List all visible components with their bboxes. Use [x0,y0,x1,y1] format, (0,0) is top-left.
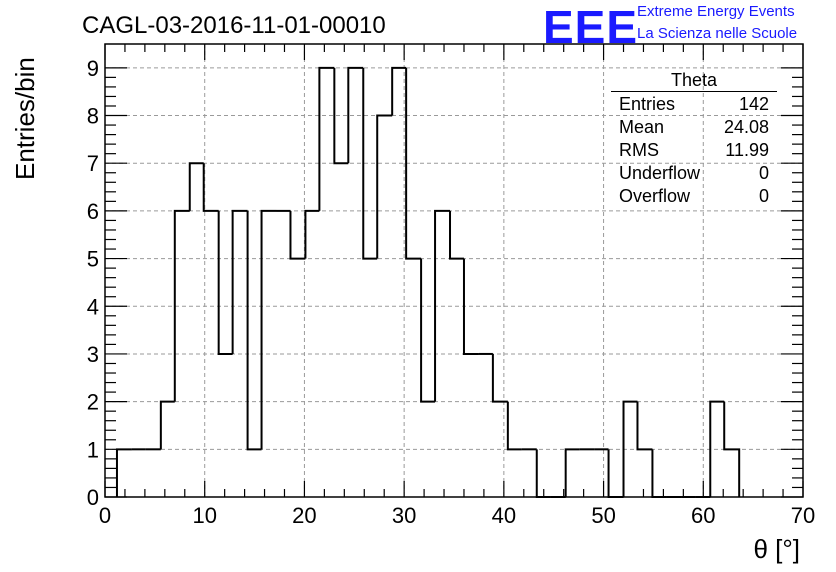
histogram-bin [260,209,277,450]
histogram-series [115,66,741,498]
stats-value: 0 [758,186,769,206]
histogram-bin [304,209,320,259]
histogram-bin [347,66,364,164]
grid-lines [105,44,803,497]
histogram-bin [202,163,219,212]
histogram-bin [636,401,653,451]
stats-label: Mean [619,117,665,137]
histogram-bin [231,209,248,354]
x-tick-label: 40 [492,503,516,528]
histogram-bin [607,449,624,498]
histogram-bin [159,400,175,450]
tick-labels: 0 10 20 30 40 50 60 70 0 1 2 3 4 5 6 7 8 9 [87,56,815,528]
plot-frame [104,43,804,498]
histogram-bin [723,401,741,497]
run-title: CAGL-03-2016-11-01-00010 [82,12,386,39]
y-tick-label: 7 [87,151,99,176]
histogram-bin [333,67,349,165]
histogram-bin [491,353,508,403]
histogram-bin [376,114,393,259]
histogram-bin [173,209,190,402]
histogram-bin [564,448,580,497]
stats-row-rms: RMS 11.99 [611,139,777,162]
stats-label: Underflow [619,163,701,183]
x-axis-label: θ [°] [753,534,800,564]
histogram-bin [622,400,638,497]
histogram-bin [217,210,233,355]
x-tick-label: 60 [691,503,715,528]
histogram-bin [188,162,204,211]
histogram-bin [391,66,407,116]
stats-row-entries: Entries 142 [611,93,777,116]
eee-logo-mark: EEE [543,1,639,53]
y-tick-label: 2 [87,390,99,415]
histogram-bin [709,400,725,497]
histogram-bin [462,258,479,355]
histogram-bin [506,401,522,451]
histogram-bin [651,449,667,498]
y-tick-label: 3 [87,342,99,367]
x-tick-label: 0 [99,503,111,528]
stats-label: Overflow [619,186,691,206]
stats-label: Entries [619,94,676,114]
x-tick-label: 10 [192,503,216,528]
y-tick-label: 6 [87,199,99,224]
stats-value: 11.99 [725,140,769,160]
histogram-bin [449,210,464,260]
y-tick-label: 1 [87,437,99,462]
histogram-bin [318,66,335,211]
histogram-bin [246,210,262,451]
stats-label: RMS [619,140,659,160]
stats-row-mean: Mean 24.08 [611,116,777,139]
stats-value: 0 [758,163,769,183]
histogram-bin [434,209,451,402]
stats-box: Theta Entries 142 Mean 24.08 RMS 11.99 U… [611,70,777,208]
y-tick-label: 8 [87,104,99,129]
y-tick-label: 9 [87,56,99,81]
histogram-bin [405,67,422,260]
histogram-bin [362,67,378,260]
x-tick-label: 70 [791,503,815,528]
stats-value: 24.08 [723,117,769,137]
y-axis-label: Entries/bin [10,57,40,180]
x-tick-label: 50 [591,503,615,528]
y-tick-label: 0 [87,485,99,510]
y-tick-label: 5 [87,247,99,272]
logo-line-1: Extreme Energy Events [637,3,795,20]
stats-title: Theta [611,70,777,92]
histogram-bin [420,258,436,403]
axes [104,43,804,498]
y-axis-label-wrap: Entries/bin [8,57,40,190]
histogram-bin [289,210,306,260]
x-tick-label: 20 [292,503,316,528]
logo-line-2: La Scienza nelle Scuole [637,25,798,42]
stats-value: 142 [738,94,769,114]
stats-row-underflow: Underflow 0 [611,162,777,185]
y-tick-label: 4 [87,294,99,319]
stats-row-overflow: Overflow 0 [611,185,777,208]
x-tick-label: 30 [392,503,416,528]
